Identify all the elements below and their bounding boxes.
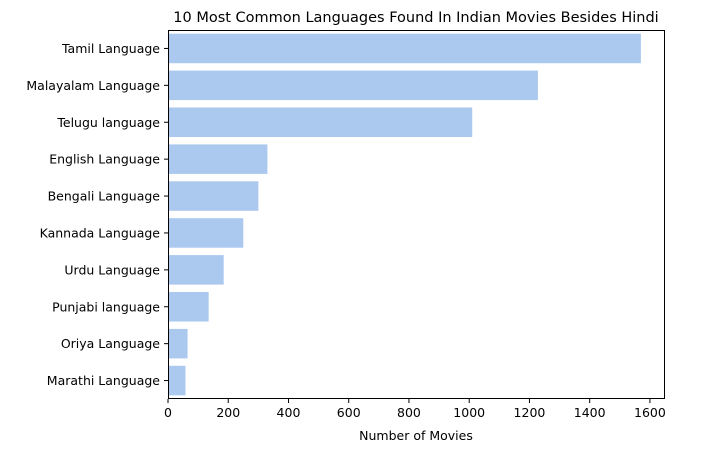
x-tick-label: 800	[397, 405, 421, 420]
bar-kannada-language	[168, 218, 244, 248]
x-tick-label: 1000	[453, 405, 485, 420]
bar-malayalam-language	[168, 70, 538, 101]
x-tick-label: 0	[164, 405, 172, 420]
bar-bengali-language	[168, 181, 259, 211]
x-tick-label: 600	[337, 405, 361, 420]
bar-punjabi-language	[168, 291, 209, 322]
x-axis-label: Number of Movies	[359, 428, 473, 443]
y-tick-label: Urdu Language	[64, 262, 160, 277]
x-tick-label: 400	[277, 405, 301, 420]
x-axis: 0 200 400 600 800 1000 1200 1400 1600	[164, 399, 666, 420]
plot-frame	[168, 30, 665, 399]
y-tick-label: Tamil Language	[61, 41, 160, 56]
y-axis-labels: Tamil Language Malayalam Language Telugu l…	[26, 41, 168, 388]
y-tick-label: Oriya Language	[61, 336, 160, 351]
bar-urdu-language	[168, 255, 224, 285]
y-tick-label: English Language	[49, 152, 160, 167]
bar-english-language	[168, 144, 268, 174]
y-tick-label: Marathi Language	[47, 373, 161, 388]
y-tick-label: Telugu language	[56, 115, 160, 130]
x-tick-label: 200	[216, 405, 240, 420]
bar-telugu-language	[168, 107, 473, 138]
x-tick-label: 1600	[634, 405, 666, 420]
y-tick-label: Punjabi language	[52, 299, 160, 314]
bars-group	[168, 33, 641, 396]
bar-oriya-language	[168, 328, 188, 359]
y-tick-label: Kannada Language	[40, 225, 161, 240]
bar-marathi-language	[168, 365, 186, 396]
chart-title: 10 Most Common Languages Found In Indian…	[173, 10, 658, 26]
x-tick-label: 1200	[514, 405, 546, 420]
bar-tamil-language	[168, 33, 641, 64]
y-tick-label: Bengali Language	[48, 189, 161, 204]
y-tick-label: Malayalam Language	[26, 78, 160, 93]
x-tick-label: 1400	[574, 405, 606, 420]
